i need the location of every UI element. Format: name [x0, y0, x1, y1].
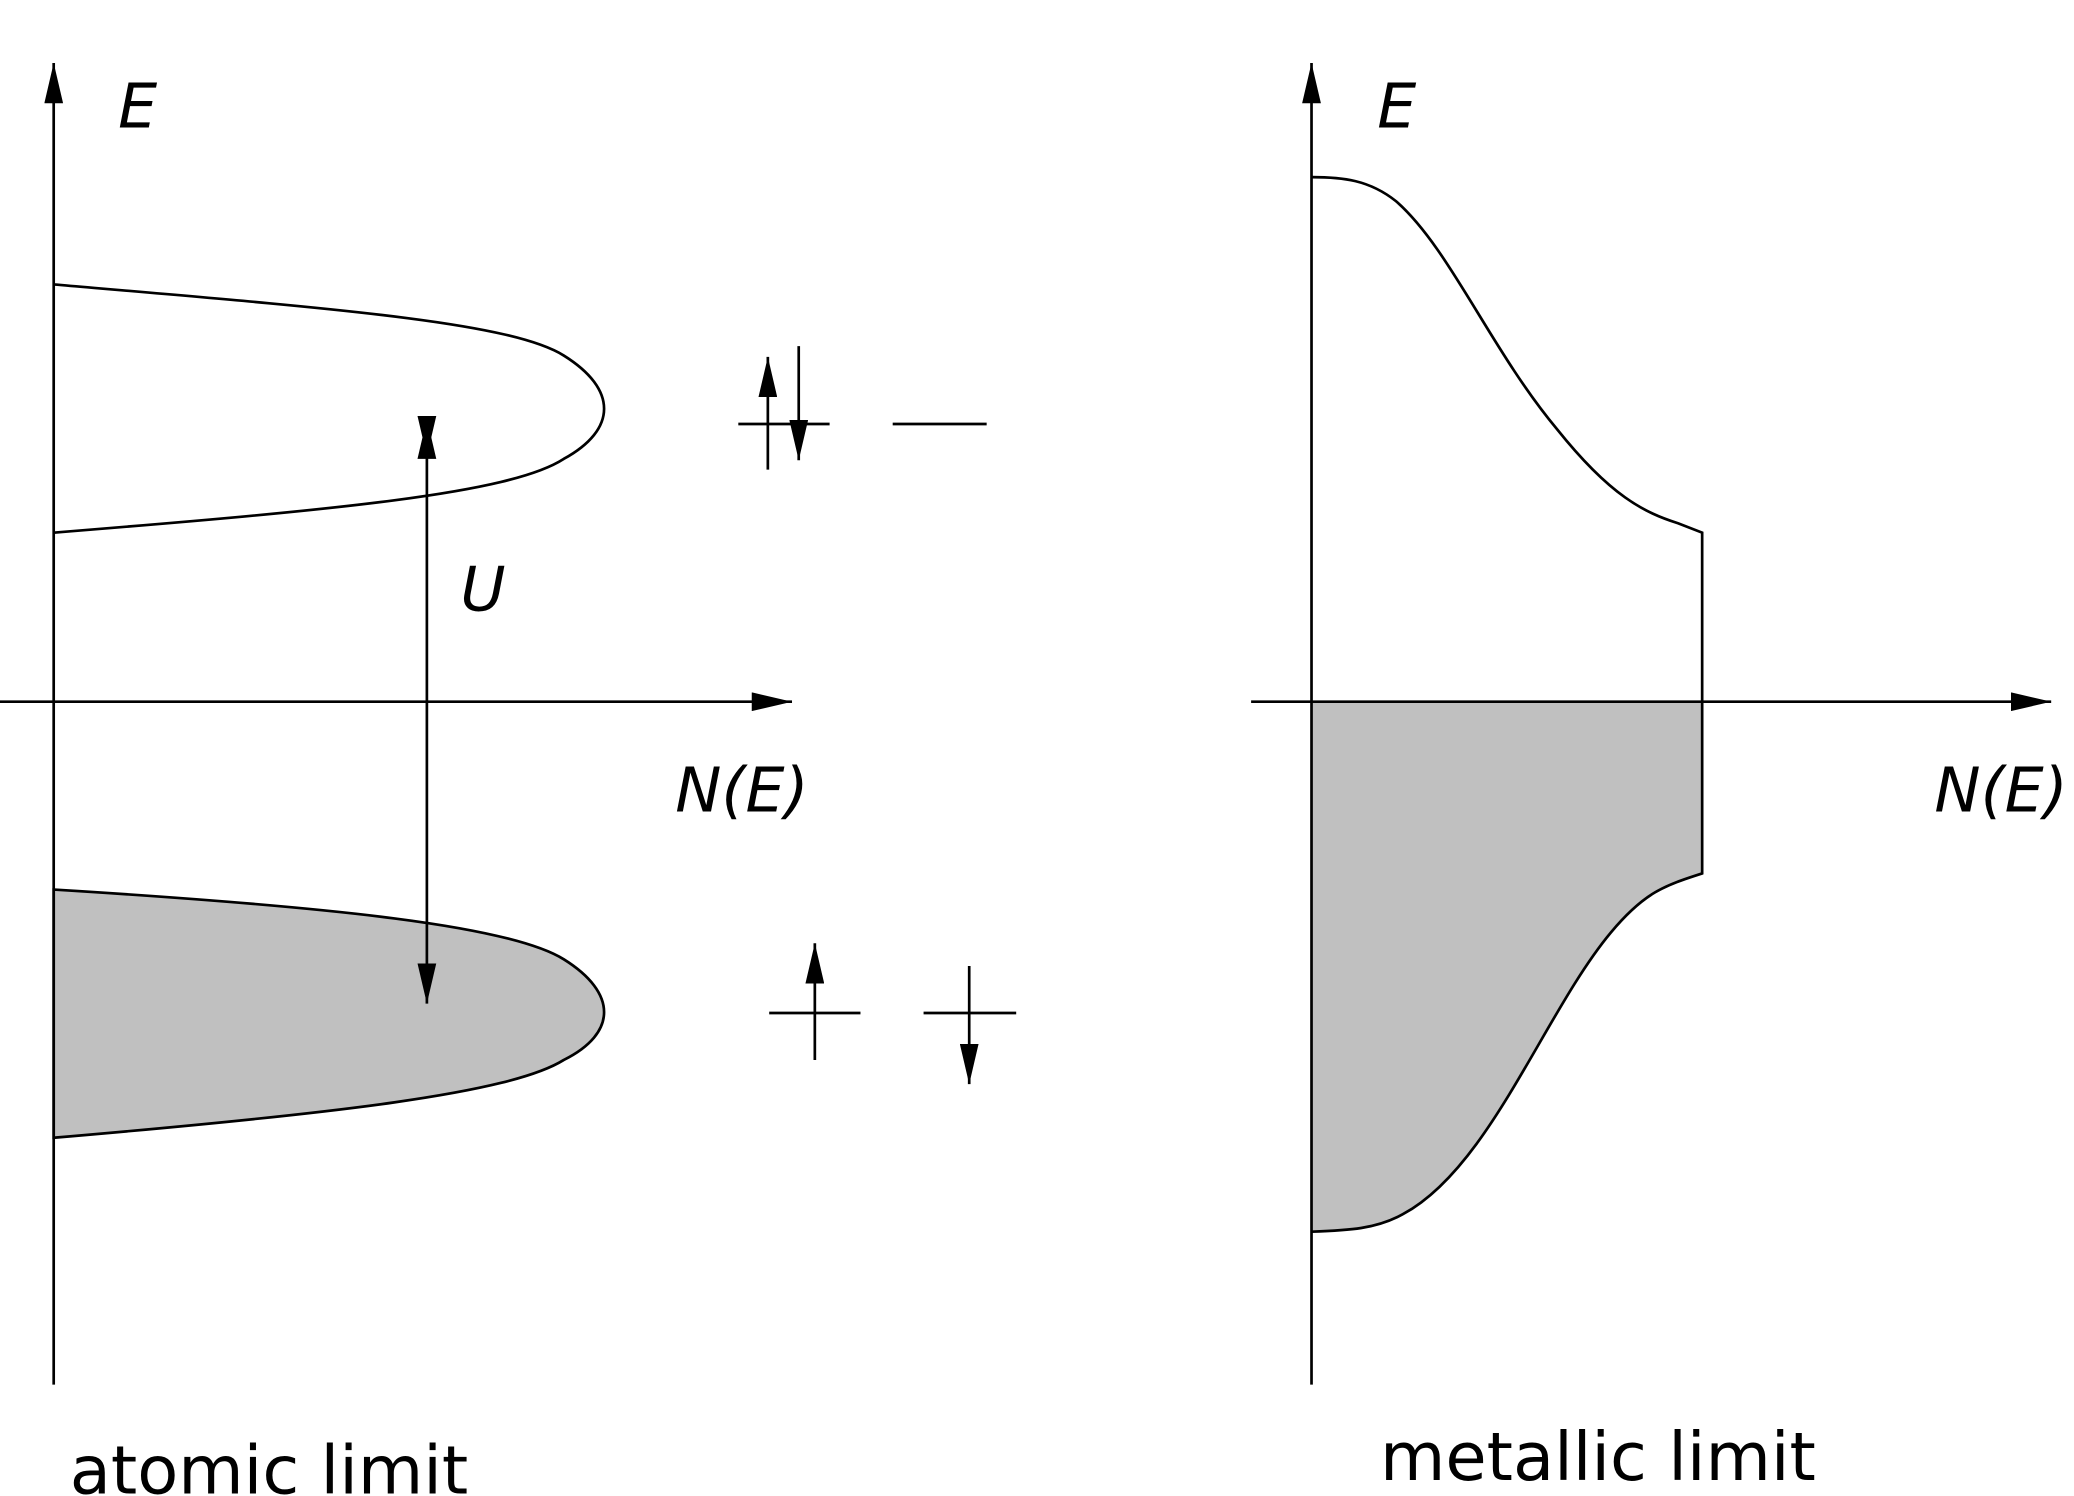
atomic-limit-panel: E N(E) U atomic limit [0, 63, 1017, 1496]
atomic-limit-caption: atomic limit [70, 1431, 468, 1496]
filled-band [1311, 701, 1703, 1232]
doubly-occupied-level [738, 346, 830, 470]
u-arrow-up-head [417, 418, 437, 459]
upper-hubbard-band [53, 283, 606, 534]
lower-hubbard-band [52, 888, 606, 1140]
metallic-limit-panel: E N(E) metallic limit [1251, 63, 2068, 1496]
energy-axis-label: E [1377, 70, 1416, 142]
dos-axis-label: N(E) [675, 755, 808, 827]
metallic-limit-caption: metallic limit [1380, 1418, 1816, 1496]
u-label: U [460, 553, 505, 625]
spin-up-level [769, 943, 861, 1060]
spin-down-level [923, 966, 1017, 1085]
energy-axis-label: E [118, 70, 157, 142]
dos-axis-label: N(E) [1934, 755, 2067, 827]
